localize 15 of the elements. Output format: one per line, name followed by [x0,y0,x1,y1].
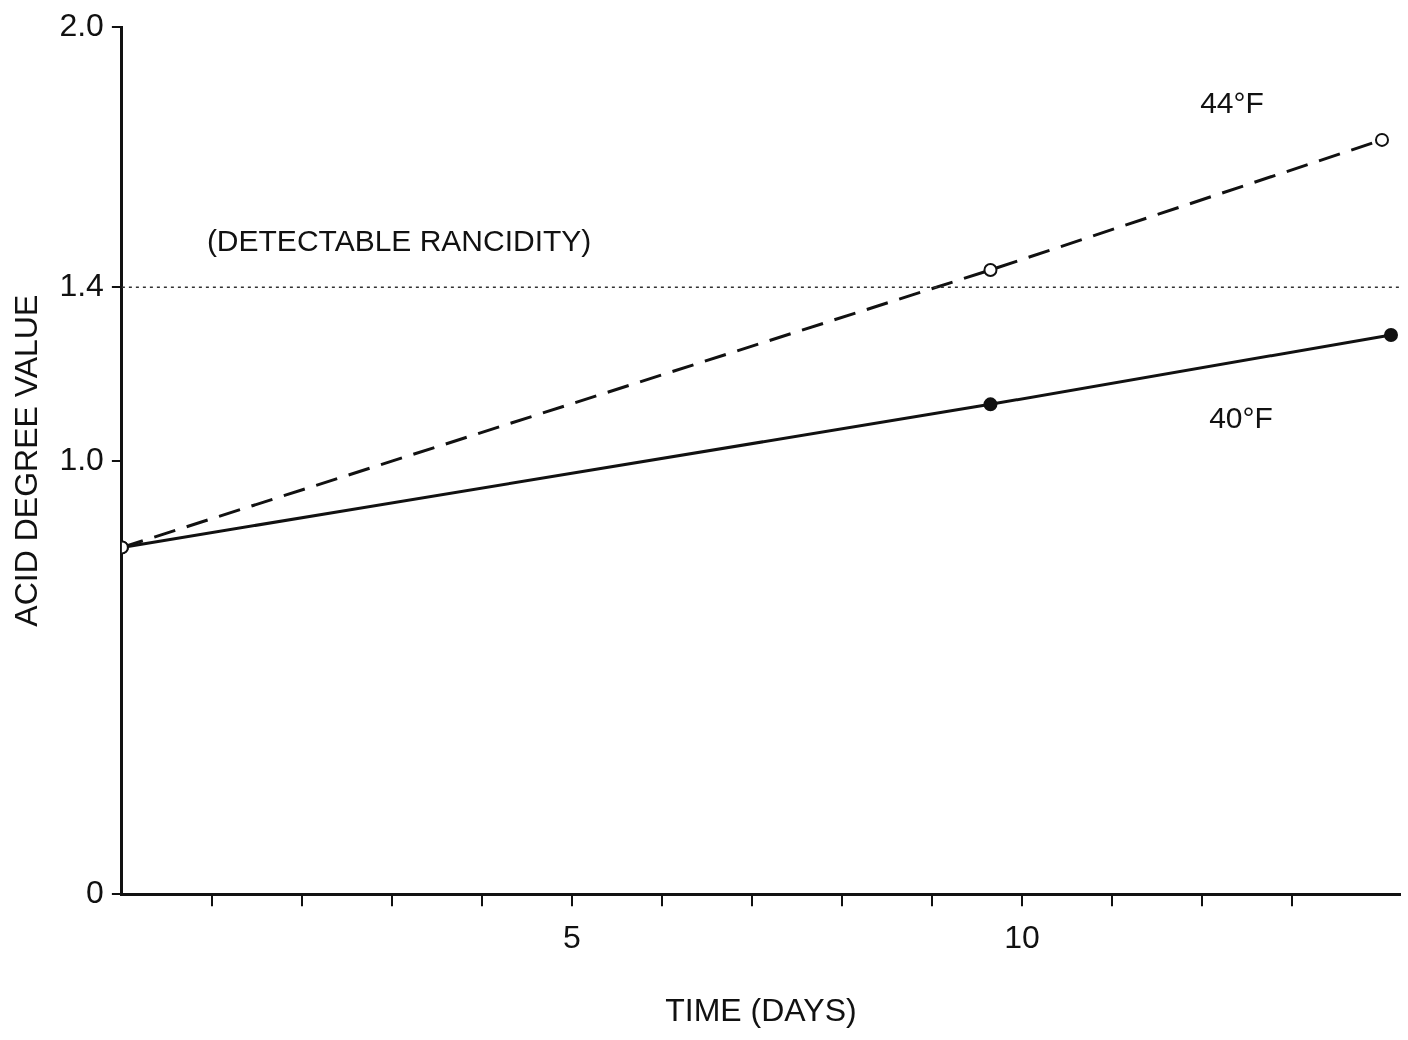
x-axis-title: TIME (DAYS) [665,991,857,1028]
y-tick-label: 1.4 [59,267,104,304]
y-axis-title: ACID DEGREE VALUE [8,294,45,627]
x-tick-label: 5 [563,919,581,956]
point [1384,327,1398,342]
y-tick-label: 1.0 [59,440,104,477]
point [983,262,998,277]
y-tick-label: 0 [86,874,104,911]
series-label: 44°F [1200,86,1264,120]
ref-line-label: (DETECTABLE RANCIDITY) [206,223,592,257]
x-tick-label: 10 [1004,919,1040,956]
y-tick-label: 2.0 [59,7,104,44]
point [983,397,998,412]
point [1375,132,1389,147]
series-label: 40°F [1209,401,1273,435]
